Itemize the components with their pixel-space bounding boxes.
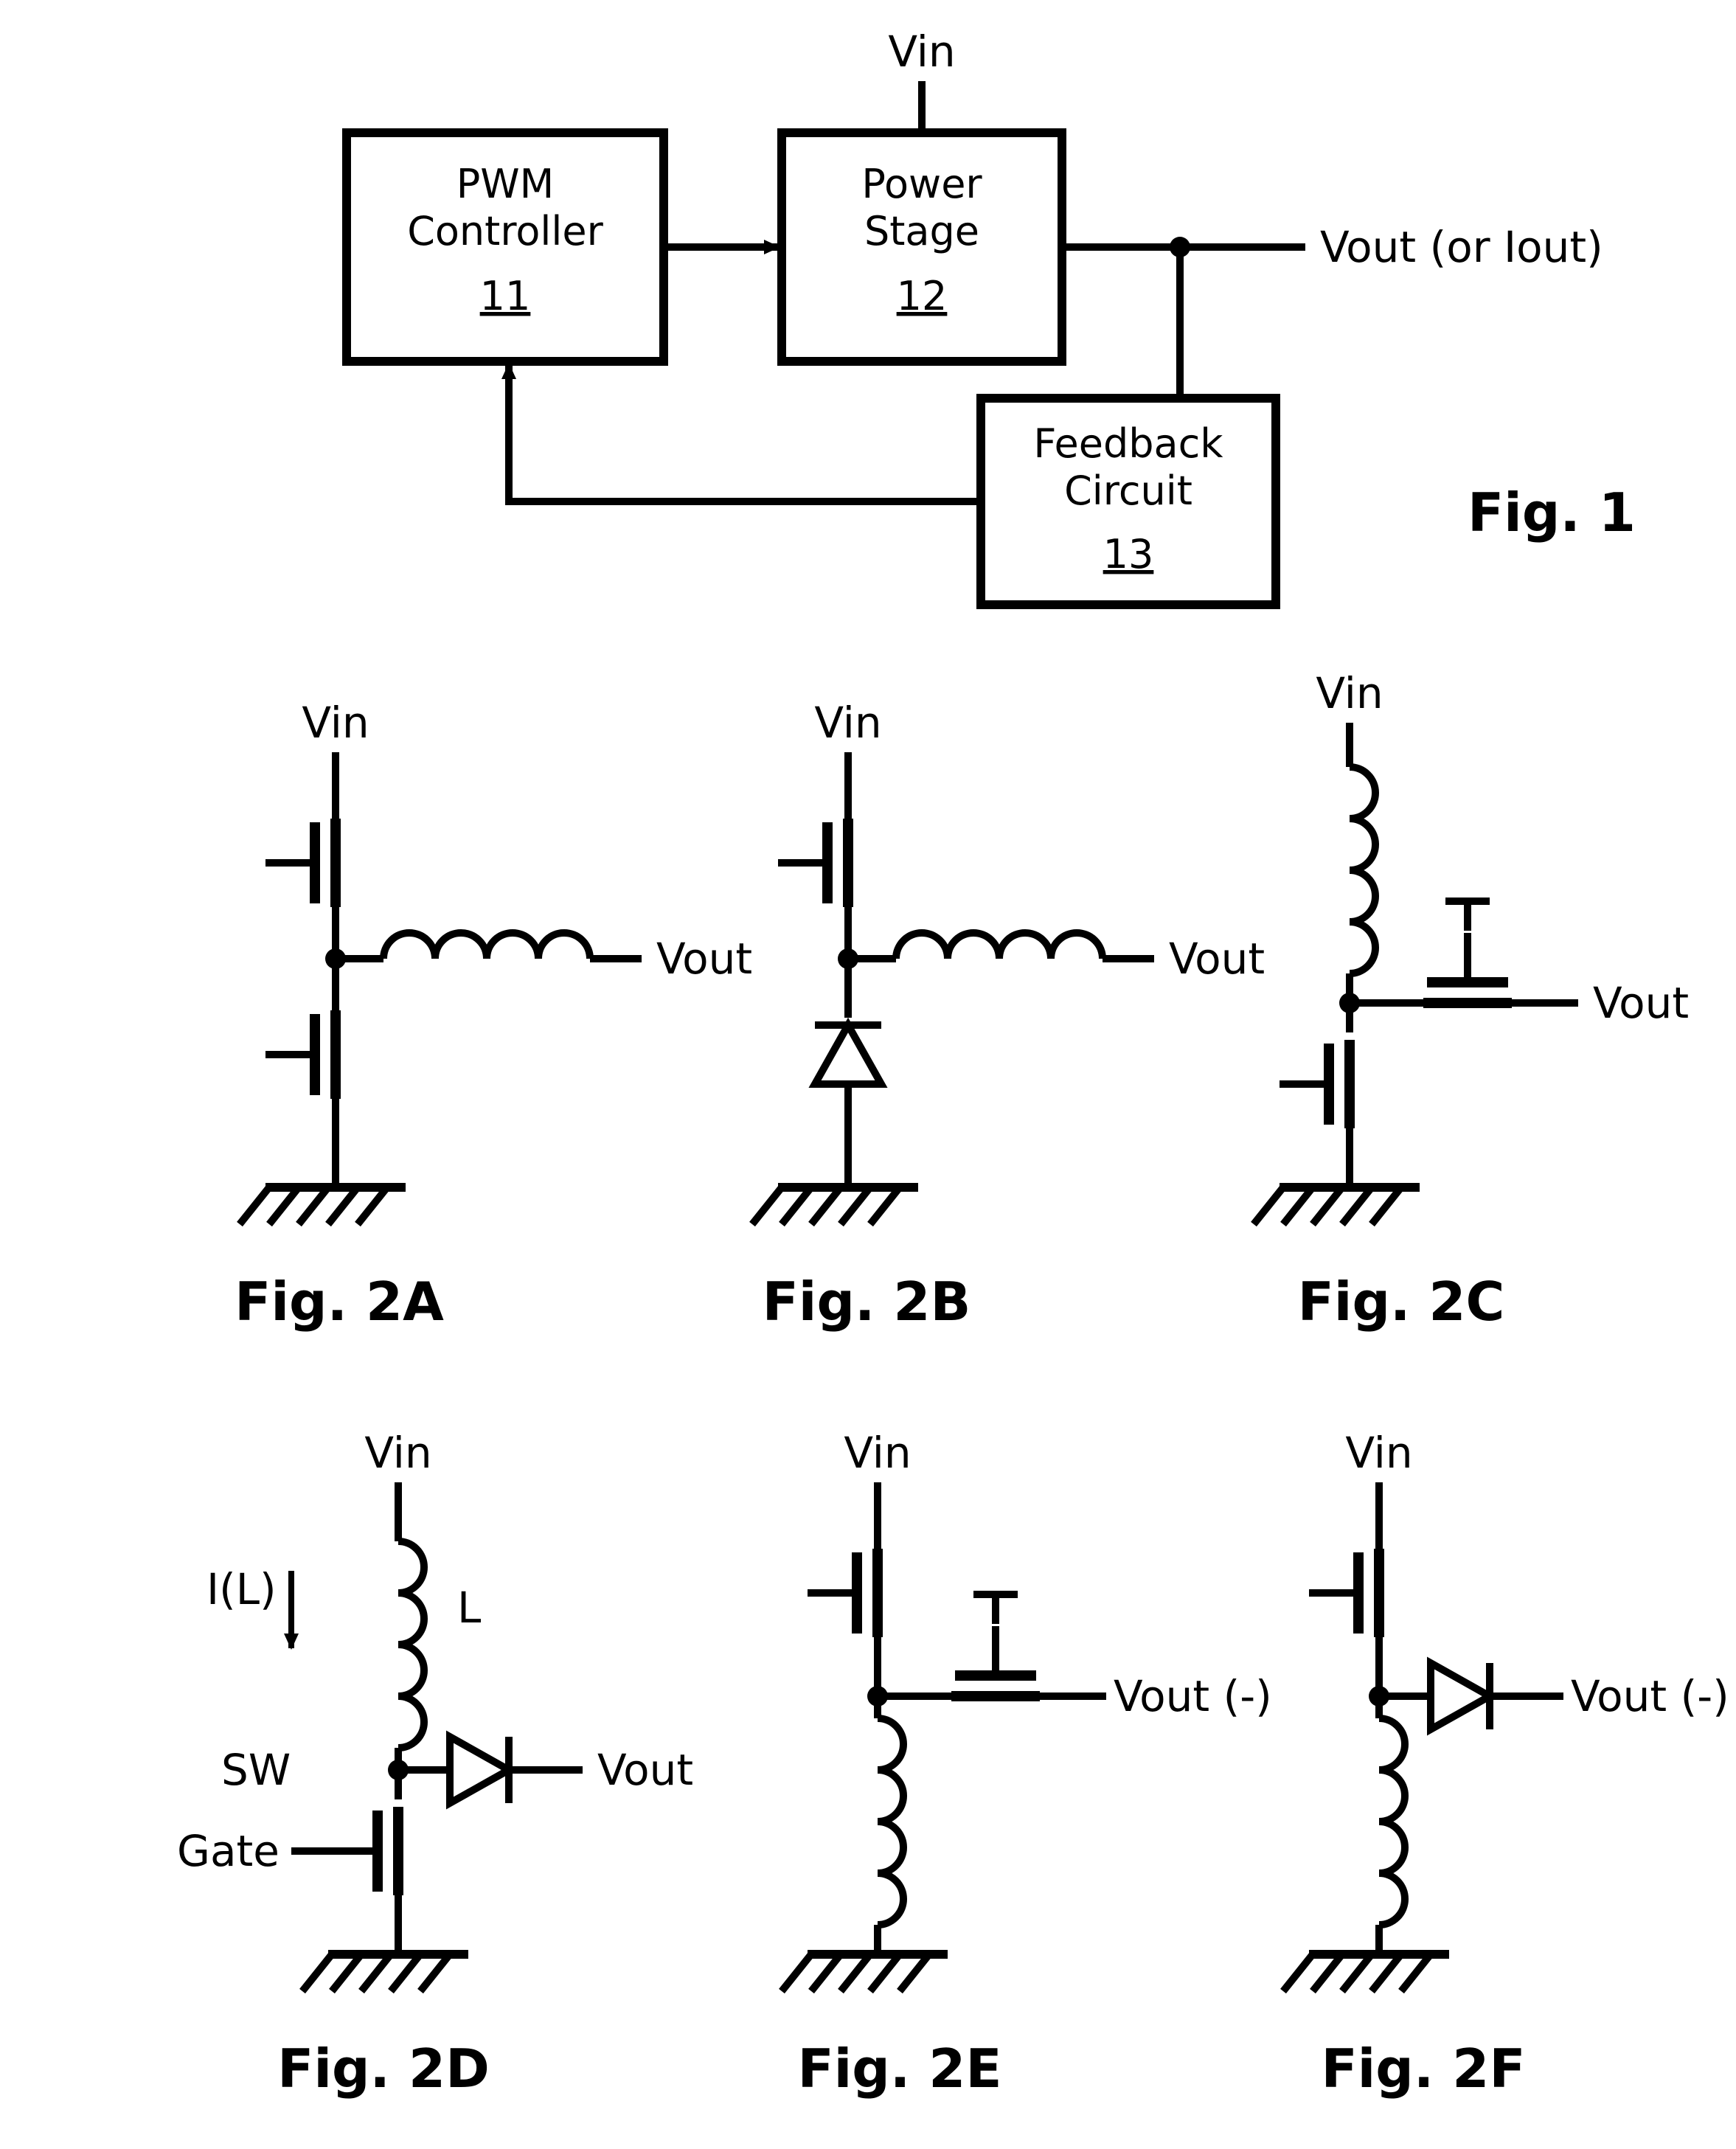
pwm-controller-label1: PWM xyxy=(456,161,555,207)
fig2a-vin-label: Vin xyxy=(302,698,369,748)
fig1-caption: Fig. 1 xyxy=(1468,482,1636,544)
pwm-controller-label2: Controller xyxy=(407,208,603,254)
fig2f-vin-label: Vin xyxy=(1345,1428,1412,1478)
fig2f-vout-label: Vout (-) xyxy=(1571,1671,1729,1721)
fig1-diagram: PWM Controller 11 Power Stage 12 Feedbac… xyxy=(347,27,1636,605)
fig2c-diagram: Vin Vout Fig. 2C xyxy=(1254,668,1689,1333)
fig2a-caption: Fig. 2A xyxy=(235,1271,444,1333)
feedback-label2: Circuit xyxy=(1064,468,1192,514)
fig2c-caption: Fig. 2C xyxy=(1298,1271,1505,1333)
fig2d-diagram: Vin I(L) L SW Vout Gate Fig. 2D xyxy=(177,1428,693,2100)
fig2d-l-label: L xyxy=(457,1583,481,1633)
fig2b-caption: Fig. 2B xyxy=(763,1271,971,1333)
fig2d-sw-label: SW xyxy=(221,1745,291,1795)
fig2d-gate-label: Gate xyxy=(177,1826,280,1876)
fig2d-vout-label: Vout xyxy=(597,1745,693,1795)
feedback-ref: 13 xyxy=(1103,531,1154,577)
power-stage-label1: Power xyxy=(861,161,982,207)
fig2c-vout-label: Vout xyxy=(1593,978,1689,1028)
fig2b-vin-label: Vin xyxy=(814,698,881,748)
fig2b-diagram: Vin Vout Fig. 2B xyxy=(752,698,1265,1333)
power-stage-label2: Stage xyxy=(864,208,979,254)
fig2f-diagram: Vin Vout (-) Fig. 2F xyxy=(1283,1428,1729,2100)
power-stage-ref: 12 xyxy=(897,273,948,319)
fig2e-caption: Fig. 2E xyxy=(797,2038,1001,2100)
fig2e-diagram: Vin Vout (-) Fig. 2E xyxy=(782,1428,1272,2100)
fig2d-il-label: I(L) xyxy=(206,1564,277,1614)
fig2e-vout-label: Vout (-) xyxy=(1114,1671,1272,1721)
feedback-label1: Feedback xyxy=(1033,420,1223,467)
fig2f-caption: Fig. 2F xyxy=(1321,2038,1525,2100)
fig1-vout-label: Vout (or Iout) xyxy=(1320,222,1603,272)
feedback-to-pwm-arrow xyxy=(509,364,981,501)
fig2a-diagram: Vin Vout Fig. 2A xyxy=(235,698,752,1333)
fig2b-vout-label: Vout xyxy=(1169,934,1265,984)
fig1-vin-label: Vin xyxy=(888,27,955,77)
fig2d-vin-label: Vin xyxy=(364,1428,431,1478)
fig2e-vin-label: Vin xyxy=(844,1428,911,1478)
fig2a-vout-label: Vout xyxy=(656,934,752,984)
pwm-controller-ref: 11 xyxy=(480,273,531,319)
fig2c-vin-label: Vin xyxy=(1316,668,1383,718)
fig2d-caption: Fig. 2D xyxy=(277,2038,490,2100)
